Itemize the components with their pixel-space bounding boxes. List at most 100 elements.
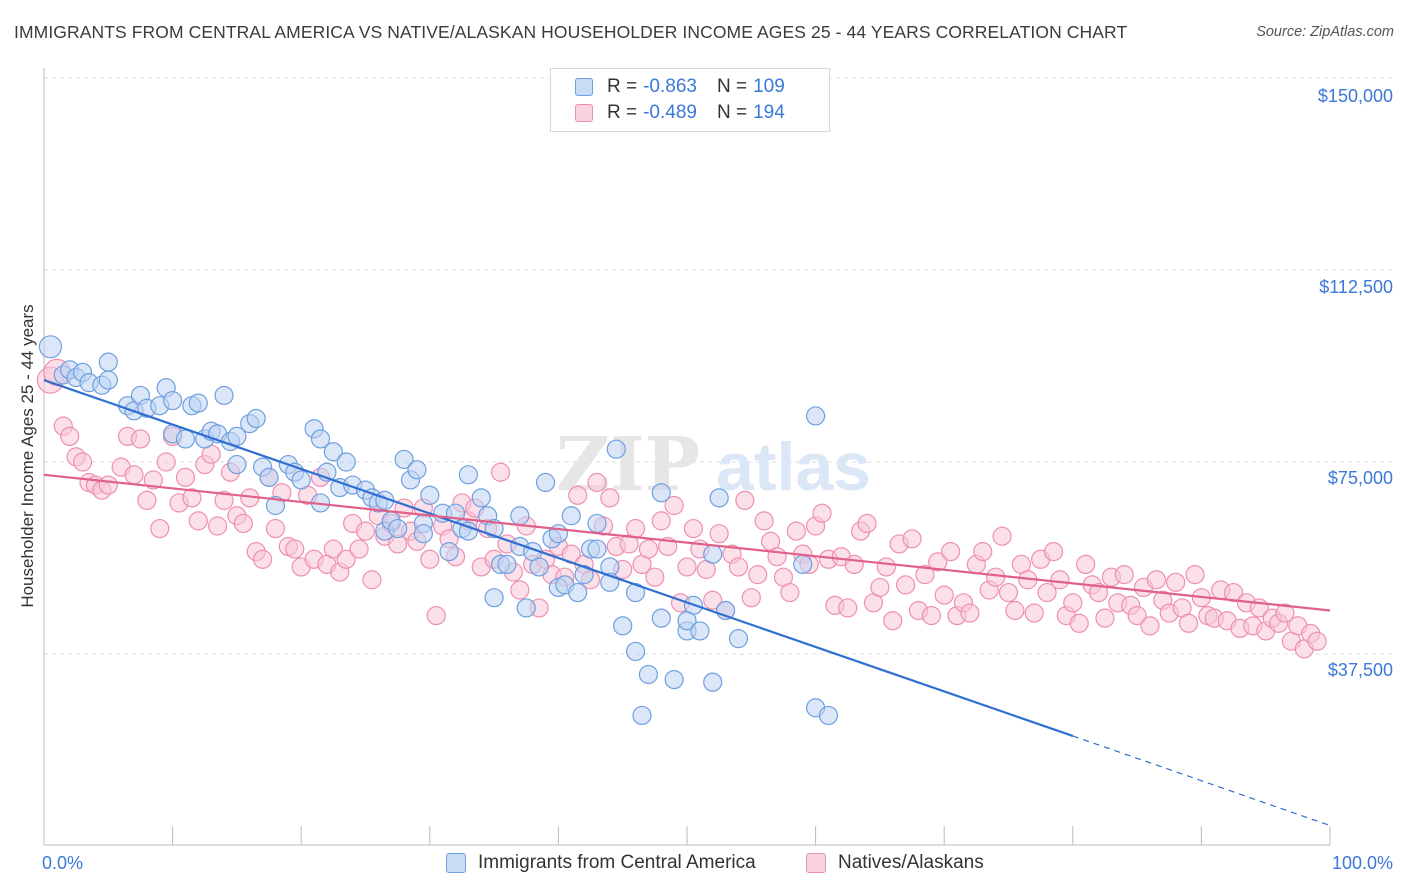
data-point — [188, 393, 208, 413]
central-america-trend-extension — [1072, 735, 1331, 827]
central-america-points — [38, 335, 839, 726]
blue-swatch — [575, 78, 593, 96]
central-america-trend-line — [43, 379, 1074, 737]
data-point — [490, 462, 511, 482]
data-point — [355, 521, 376, 541]
data-point — [632, 705, 652, 726]
data-point — [1307, 631, 1327, 651]
data-point — [1005, 600, 1025, 621]
data-point — [227, 454, 247, 475]
data-point — [182, 488, 202, 508]
data-point — [323, 442, 343, 462]
data-point — [677, 557, 697, 577]
legend-row-natives-alaskans: R = -0.489 N = 194 — [575, 101, 785, 125]
data-point — [1088, 582, 1109, 603]
data-point — [484, 588, 504, 608]
data-point — [786, 521, 806, 541]
data-point — [214, 490, 234, 510]
x-axis-min-label: 0.0% — [42, 853, 84, 873]
bottom-legend-natives-alaskans: Natives/Alaskans — [806, 852, 984, 874]
data-point — [934, 585, 954, 605]
data-point — [690, 621, 710, 641]
data-point — [1178, 613, 1199, 633]
data-point — [1050, 570, 1070, 590]
data-point — [535, 472, 556, 493]
data-point — [754, 511, 774, 531]
r-label: R = — [607, 102, 638, 123]
series-name: Natives/Alaskans — [838, 852, 984, 873]
data-point — [568, 485, 588, 505]
data-point — [259, 467, 279, 487]
data-point — [253, 549, 273, 569]
data-point — [1185, 565, 1205, 585]
data-point — [625, 641, 646, 662]
data-point — [265, 495, 286, 516]
y-tick-label: $37,500 — [1327, 660, 1393, 680]
bottom-legend-central-america: Immigrants from Central America — [446, 852, 756, 874]
data-point — [38, 335, 63, 359]
data-point — [188, 511, 208, 531]
data-point — [208, 516, 228, 536]
data-point — [471, 488, 491, 508]
data-point — [124, 465, 144, 485]
data-point — [227, 426, 247, 446]
data-point — [587, 472, 607, 493]
data-point — [703, 590, 723, 610]
blue-swatch — [446, 853, 466, 873]
data-point — [98, 370, 118, 390]
data-point — [420, 549, 440, 569]
data-point — [960, 603, 980, 623]
data-point — [1275, 603, 1295, 623]
data-point — [214, 385, 234, 406]
data-point — [98, 475, 118, 495]
data-point — [516, 598, 536, 618]
data-point — [323, 539, 343, 559]
r-label: R = — [607, 76, 638, 97]
data-point — [651, 483, 671, 503]
data-point — [175, 429, 196, 449]
data-point — [420, 485, 440, 505]
data-point — [150, 518, 170, 539]
data-point — [1024, 603, 1044, 623]
data-point — [130, 429, 151, 449]
data-point — [638, 539, 659, 559]
data-point — [735, 490, 755, 510]
data-point — [921, 605, 941, 626]
correlation-legend: R = -0.863 N = 109 R = -0.489 N = 194 — [550, 68, 830, 132]
n-value: 194 — [753, 102, 785, 123]
data-point — [651, 511, 671, 531]
data-point — [1043, 541, 1064, 562]
data-point — [285, 539, 305, 559]
data-point — [683, 518, 704, 539]
r-value: -0.489 — [643, 102, 697, 123]
data-point — [336, 452, 356, 472]
data-point — [413, 524, 433, 544]
data-point — [587, 513, 607, 534]
data-point — [818, 705, 839, 726]
chart-title: IMMIGRANTS FROM CENTRAL AMERICA VS NATIV… — [14, 22, 1128, 42]
data-point — [677, 611, 697, 631]
data-point — [664, 495, 684, 516]
data-point — [1076, 554, 1096, 575]
data-point — [741, 588, 761, 608]
data-point — [613, 616, 633, 636]
data-point — [703, 672, 723, 692]
data-point — [156, 452, 176, 472]
data-point — [1166, 572, 1186, 592]
data-point — [638, 664, 659, 685]
data-point — [812, 503, 832, 523]
data-point — [941, 541, 961, 562]
data-point — [407, 460, 427, 480]
y-tick-label: $112,500 — [1319, 277, 1393, 297]
n-label: N = — [716, 102, 748, 123]
n-value: 109 — [753, 76, 785, 97]
data-point — [625, 518, 646, 539]
trend-lines — [43, 379, 1331, 827]
data-point — [362, 570, 382, 590]
data-point — [394, 449, 414, 470]
data-point — [60, 426, 80, 446]
data-point — [1146, 570, 1166, 590]
data-point — [1037, 582, 1057, 603]
data-point — [1127, 605, 1147, 626]
data-point — [568, 582, 588, 603]
